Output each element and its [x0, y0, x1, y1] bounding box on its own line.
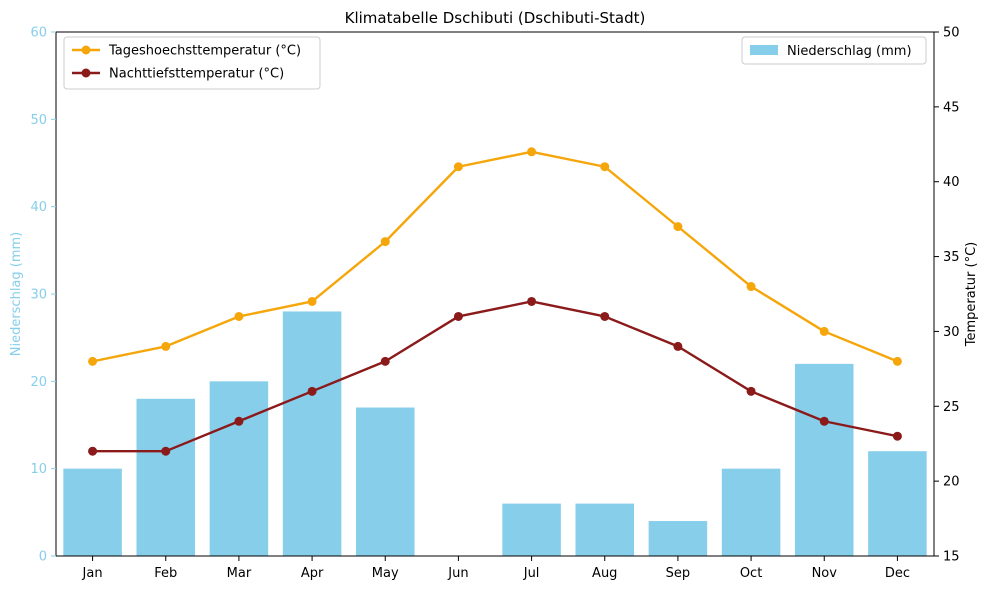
line-series-group [88, 147, 902, 456]
right-tick-label: 50 [943, 26, 960, 41]
point-0-apr [307, 296, 317, 306]
x-tick-label: Nov [812, 566, 838, 581]
right-tick-label: 20 [943, 475, 960, 490]
left-tick-label: 20 [30, 375, 47, 390]
point-0-aug [600, 162, 610, 172]
point-1-dec [892, 431, 902, 441]
x-tick-label: Dec [885, 566, 910, 581]
bar-mar [209, 381, 269, 556]
left-axis: 0 10 20 30 40 50 60 [30, 26, 56, 565]
legend-bars-box [741, 36, 927, 65]
bar-apr [282, 311, 342, 556]
x-tick-label: Mar [227, 566, 252, 581]
bar-oct [721, 468, 781, 556]
left-tick-label: 50 [30, 113, 47, 128]
right-tick-label: 35 [943, 250, 960, 265]
left-tick-label: 60 [30, 26, 47, 41]
line-series-1 [92, 300, 898, 453]
left-tick-label: 30 [30, 288, 47, 303]
left-axis-label: Niederschlag (mm) [9, 232, 24, 357]
x-tick-label: Sep [666, 566, 691, 581]
right-axis: 15 20 25 30 35 40 45 50 [934, 26, 960, 565]
point-1-feb [161, 446, 171, 456]
legend-line-label-1: Nachttiefsttemperatur (°C) [109, 67, 284, 82]
x-tick-label: Jan [82, 566, 103, 581]
line-series-0 [92, 150, 898, 363]
point-1-jun [453, 311, 463, 321]
right-tick-label: 30 [943, 325, 960, 340]
point-0-nov [819, 326, 829, 336]
point-0-mar [234, 311, 244, 321]
legend-lines-box [63, 36, 321, 90]
legend-bar-label: Niederschlag (mm) [787, 44, 912, 59]
point-1-jul [527, 296, 537, 306]
bar-feb [136, 398, 196, 556]
point-0-sep [673, 222, 683, 232]
legend-lines: Tageshoechsttemperatur (°C) Nachttiefstte… [63, 36, 321, 90]
right-tick-label: 15 [943, 550, 960, 565]
x-tick-label: Jun [447, 566, 468, 581]
bar-sep [648, 521, 708, 556]
point-1-mar [234, 416, 244, 426]
x-tick-label: Oct [740, 566, 762, 581]
point-1-aug [600, 311, 610, 321]
right-tick-label: 25 [943, 400, 960, 415]
bar-series-group [63, 311, 927, 556]
chart-title: Klimatabelle Dschibuti (Dschibuti-Stadt) [345, 9, 646, 27]
point-0-feb [161, 341, 171, 351]
point-1-apr [307, 386, 317, 396]
legend-line-marker-0 [81, 45, 91, 55]
point-0-dec [892, 356, 902, 366]
x-tick-label: Feb [154, 566, 177, 581]
right-tick-label: 40 [943, 175, 960, 190]
point-1-may [380, 356, 390, 366]
x-tick-label: Apr [301, 566, 324, 581]
right-axis-label: Temperatur (°C) [964, 242, 979, 348]
right-tick-label: 45 [943, 100, 960, 115]
point-1-sep [673, 341, 683, 351]
point-1-nov [819, 416, 829, 426]
bar-may [355, 407, 415, 556]
point-1-oct [746, 386, 756, 396]
bar-nov [794, 363, 854, 556]
bar-jul [502, 503, 561, 556]
legend-bars: Niederschlag (mm) [741, 36, 927, 65]
legend-bar-swatch [750, 45, 778, 55]
bar-jan [63, 468, 122, 556]
point-0-jul [527, 147, 537, 157]
bar-dec [868, 451, 927, 556]
point-0-oct [746, 282, 756, 292]
point-0-may [380, 237, 390, 247]
point-1-jan [88, 446, 98, 456]
left-tick-label: 40 [30, 200, 47, 215]
x-axis: Jan Feb Mar Apr May Jun Jul Aug Sep Oct Nov Dec [82, 556, 910, 581]
point-0-jan [88, 356, 98, 366]
bar-aug [575, 503, 635, 556]
x-tick-label: Aug [592, 566, 617, 581]
legend-line-label-0: Tageshoechsttemperatur (°C) [108, 44, 301, 59]
x-tick-label: Jul [523, 566, 540, 581]
x-tick-label: May [372, 566, 399, 581]
legend-line-marker-1 [81, 68, 91, 78]
point-0-jun [453, 162, 463, 172]
left-tick-label: 10 [30, 462, 47, 477]
left-tick-label: 0 [39, 550, 47, 565]
